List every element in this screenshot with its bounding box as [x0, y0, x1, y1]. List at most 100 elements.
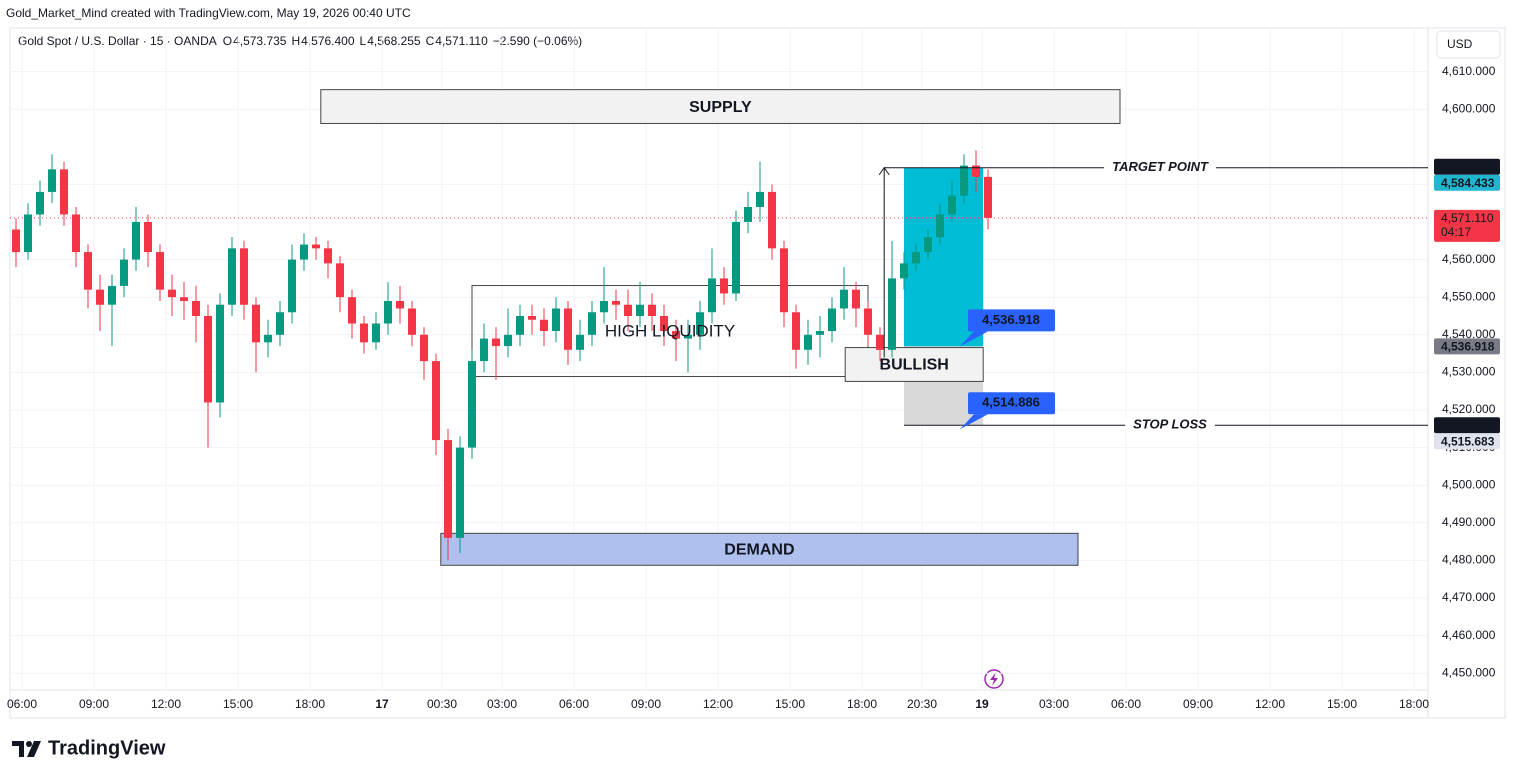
- candle-body: [552, 308, 560, 332]
- logo-icon: [12, 741, 41, 757]
- x-tick-label: 18:00: [847, 697, 877, 711]
- level-label-bg: [1104, 160, 1216, 175]
- candle-body: [984, 176, 992, 218]
- callout-label: 4,514.886: [982, 395, 1040, 410]
- y-tick-label: 4,460.000: [1442, 628, 1496, 642]
- currency-button[interactable]: [1436, 30, 1501, 59]
- candle-body: [24, 214, 32, 253]
- price-badge-label: 4,515.683: [1441, 434, 1495, 448]
- candle-body: [240, 248, 248, 305]
- zone: [440, 532, 1079, 566]
- candle-body: [444, 440, 452, 538]
- candle-body: [144, 222, 152, 253]
- callout-box: [968, 309, 1055, 332]
- price-badge: [1434, 158, 1500, 175]
- candle-body: [480, 338, 488, 362]
- candle-body: [420, 334, 428, 362]
- x-tick-label: 12:00: [151, 697, 181, 711]
- callout-pointer: [960, 331, 988, 347]
- candle-body: [744, 206, 752, 222]
- y-tick-label: 4,490.000: [1442, 515, 1496, 529]
- candle-body: [900, 263, 908, 279]
- candle-body: [372, 323, 380, 343]
- candle-body: [564, 308, 572, 350]
- logo: TradingView: [48, 737, 166, 759]
- level-label: TARGET POINT: [1112, 159, 1209, 174]
- price-badge-label: 4,584.699: [1441, 160, 1495, 174]
- candle-body: [648, 304, 656, 316]
- candle-body: [84, 252, 92, 290]
- candle-body: [60, 169, 68, 215]
- price-badge-label: 4,515.948: [1441, 418, 1495, 432]
- candle-body: [348, 297, 356, 324]
- x-tick-label: 15:00: [1327, 697, 1357, 711]
- candle-body: [756, 191, 764, 207]
- candle-body: [636, 304, 644, 316]
- candle-body: [768, 191, 776, 249]
- candle-body: [180, 297, 188, 301]
- attribution: Gold_Market_Mind created with TradingVie…: [6, 6, 411, 20]
- x-tick-label: 12:00: [703, 697, 733, 711]
- x-tick-label: 19: [975, 697, 989, 711]
- y-tick-label: 4,470.000: [1442, 590, 1496, 604]
- candle-body: [492, 338, 500, 347]
- candle-body: [708, 278, 716, 313]
- zone-label: SUPPLY: [689, 99, 752, 116]
- candle-body: [864, 308, 872, 335]
- candle-body: [312, 244, 320, 249]
- candle-body: [228, 248, 236, 305]
- x-tick-label: 06:00: [7, 697, 37, 711]
- candle-body: [924, 237, 932, 253]
- ohlc-key: L: [360, 34, 367, 48]
- zone-label: BULLISH: [880, 357, 949, 374]
- candle-body: [300, 244, 308, 260]
- ohlc-key: C: [426, 34, 435, 48]
- candle-body: [912, 252, 920, 264]
- candle-body: [264, 334, 272, 343]
- x-tick-label: 00:30: [427, 697, 457, 711]
- candle-body: [132, 222, 140, 260]
- price-badge: [1434, 338, 1500, 355]
- y-tick-label: 4,610.000: [1442, 64, 1496, 78]
- candle-body: [216, 304, 224, 403]
- candle-body: [804, 334, 812, 350]
- candle-body: [624, 304, 632, 316]
- y-tick-label: 4,540.000: [1442, 327, 1496, 341]
- candle-body: [792, 312, 800, 350]
- y-tick-label: 4,530.000: [1442, 365, 1496, 379]
- price-badge-label: 4,536.918: [1441, 340, 1495, 354]
- x-tick-label: 09:00: [631, 697, 661, 711]
- candle-body: [720, 278, 728, 294]
- x-tick-label: 09:00: [1183, 697, 1213, 711]
- current-price-badge: [1434, 209, 1500, 242]
- x-tick-label: 15:00: [223, 697, 253, 711]
- y-tick-label: 4,450.000: [1442, 665, 1496, 679]
- currency[interactable]: USD: [1447, 37, 1473, 51]
- x-tick-label: 03:00: [487, 697, 517, 711]
- zone-label: HIGH LIQUIDITY: [605, 322, 735, 341]
- ohlc-value: 4,576.400: [301, 34, 355, 48]
- x-tick-label: 09:00: [79, 697, 109, 711]
- candle-body: [288, 259, 296, 313]
- candle-body: [72, 214, 80, 253]
- candle-body: [156, 252, 164, 290]
- candle-body: [780, 248, 788, 313]
- candle-body: [408, 308, 416, 335]
- candle-body: [48, 169, 56, 192]
- callout-label: 4,536.918: [982, 312, 1040, 327]
- price-badge-label: 4,584.433: [1441, 176, 1495, 190]
- price-badge: [1434, 174, 1500, 191]
- price-badge: [1434, 417, 1500, 434]
- y-tick-label: 4,480.000: [1442, 553, 1496, 567]
- candle-body: [96, 289, 104, 305]
- ohlc-value: 4,571.110: [435, 34, 488, 48]
- level-label-bg: [1125, 418, 1215, 433]
- y-tick-label: 4,520.000: [1442, 402, 1496, 416]
- candle-body: [660, 316, 668, 332]
- ohlc-key: H: [291, 34, 300, 48]
- candle-body: [888, 278, 896, 350]
- candle-body: [276, 312, 284, 335]
- candle-body: [840, 289, 848, 309]
- candle-body: [828, 308, 836, 332]
